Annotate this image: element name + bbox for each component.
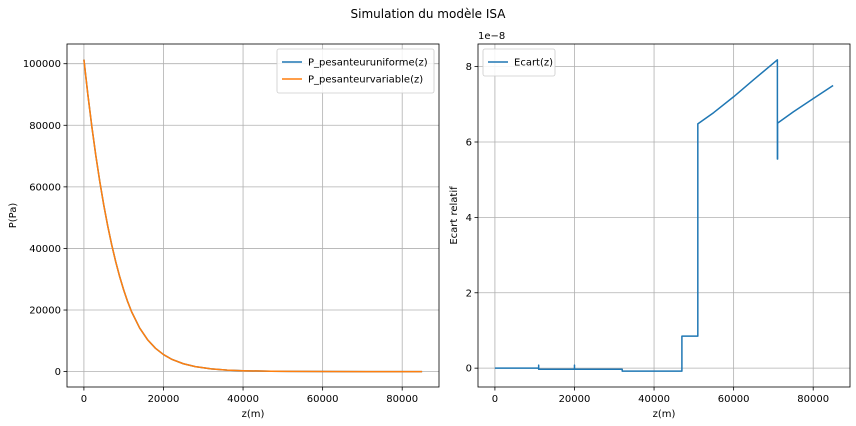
legend-label: P_pesanteurvariable(z) [308, 75, 423, 86]
y-tick-label: 0 [55, 367, 61, 378]
y-tick-label: 60000 [29, 182, 61, 193]
y-tick-label: 20000 [29, 306, 61, 317]
y-tick-label: 0 [466, 364, 472, 375]
x-tick-label: 40000 [227, 394, 259, 405]
x-tick-label: 80000 [797, 394, 829, 405]
y-tick-label: 8 [466, 62, 472, 73]
legend-label: Ecart(z) [514, 58, 553, 69]
y-tick-label: 80000 [29, 121, 61, 132]
x-tick-label: 20000 [559, 394, 591, 405]
axes-frame [477, 43, 851, 388]
x-tick-label: 60000 [718, 394, 750, 405]
legend-box [276, 48, 435, 94]
right-chart-relative-gap: 0 20000 40000 60000 80000 0 2 4 6 8 z(m) Ecart rela… [449, 31, 851, 420]
legend: P_pesanteuruniforme(z) P_pesanteurvariabl… [276, 48, 435, 94]
legend-label: P_pesanteuruniforme(z) [308, 58, 428, 69]
left-chart-pressure: 0 20000 40000 60000 80000 0 20000 40000 60000 800… [8, 43, 440, 420]
y-tick-label: 2 [466, 288, 472, 299]
x-tick-label: 20000 [148, 394, 180, 405]
y-axis-label: P(Pa) [8, 203, 19, 229]
series-line-ecart [494, 59, 834, 372]
y-tick-label: 4 [466, 213, 472, 224]
x-tick-label: 0 [81, 394, 87, 405]
series-line-uniforme [83, 59, 423, 373]
x-axis-label: z(m) [653, 409, 676, 420]
y-tick-label: 40000 [29, 244, 61, 255]
y-tick-label: 100000 [23, 59, 61, 70]
x-tick-label: 0 [492, 394, 498, 405]
legend-box [482, 48, 556, 77]
y-axis-label: Ecart relatif [449, 186, 460, 245]
x-tick-label: 80000 [386, 394, 418, 405]
figure-suptitle: Simulation du modèle ISA [351, 7, 507, 21]
legend: Ecart(z) [482, 48, 556, 77]
x-tick-label: 60000 [307, 394, 339, 405]
x-tick-label: 40000 [638, 394, 670, 405]
y-tick-label: 6 [466, 138, 472, 149]
axes-frame [66, 43, 440, 388]
x-axis-label: z(m) [242, 409, 265, 420]
series-line-variable [83, 59, 423, 373]
y-offset-text: 1e−8 [478, 31, 505, 42]
